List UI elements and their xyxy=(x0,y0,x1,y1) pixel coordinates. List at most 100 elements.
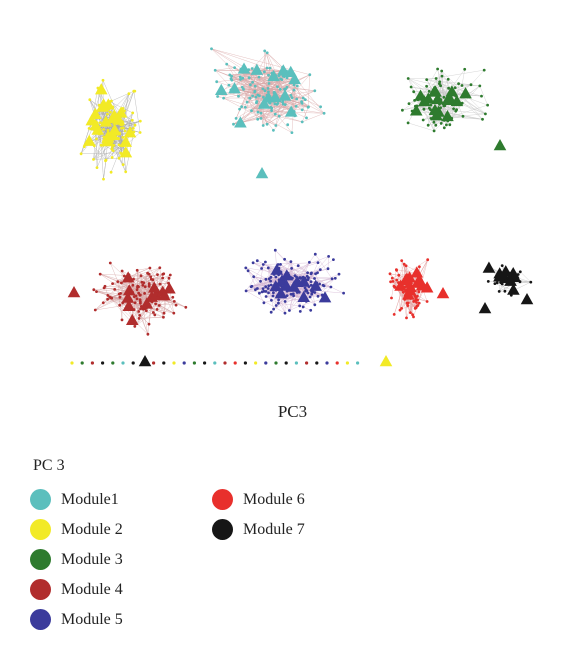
network-node xyxy=(518,270,522,274)
network-node xyxy=(406,121,410,125)
network-node xyxy=(274,304,278,307)
network-node xyxy=(447,86,450,90)
network-node xyxy=(486,280,490,283)
network-node xyxy=(469,83,473,87)
network-node xyxy=(171,295,175,299)
network-node xyxy=(308,73,312,77)
network-node xyxy=(149,275,153,279)
network-node xyxy=(332,258,335,261)
hub-node-triangle xyxy=(108,109,121,121)
network-node xyxy=(248,96,252,100)
hub-node-triangle xyxy=(404,280,417,293)
network-node xyxy=(292,294,295,298)
network-node xyxy=(412,300,416,303)
network-node xyxy=(258,291,261,295)
network-node xyxy=(300,120,304,124)
network-node xyxy=(440,69,444,73)
network-node xyxy=(309,272,313,276)
network-node xyxy=(264,277,268,281)
network-node xyxy=(254,288,257,292)
network-node xyxy=(279,77,282,81)
network-node xyxy=(162,311,166,315)
network-node xyxy=(152,311,155,314)
network-node xyxy=(215,80,219,84)
singleton-node xyxy=(152,361,156,365)
hub-node-triangle xyxy=(255,167,269,179)
network-node xyxy=(267,73,270,77)
network-node xyxy=(233,66,237,69)
network-node xyxy=(106,112,109,116)
hub-node-triangle xyxy=(89,119,103,131)
network-node xyxy=(153,313,157,317)
network-node xyxy=(151,278,155,282)
module-4-swatch xyxy=(30,579,51,600)
network-node xyxy=(453,86,457,90)
network-node xyxy=(417,290,421,294)
network-node xyxy=(143,285,147,289)
network-node xyxy=(132,89,136,93)
network-node xyxy=(98,272,102,276)
network-node xyxy=(267,291,270,295)
network-node xyxy=(303,98,307,101)
hub-node-triangle xyxy=(445,85,459,97)
legend-item-module-3: Module 3 xyxy=(30,548,123,571)
network-node xyxy=(145,309,148,313)
network-hub-nodes xyxy=(67,62,534,367)
network-node xyxy=(267,82,271,85)
network-node xyxy=(95,137,98,141)
legend-label: Module 5 xyxy=(61,610,123,628)
singleton-node xyxy=(90,361,94,365)
network-node xyxy=(409,311,412,314)
network-node xyxy=(440,74,444,78)
network-node xyxy=(249,83,252,87)
network-node xyxy=(267,284,271,288)
network-node xyxy=(434,123,438,127)
hub-node-triangle xyxy=(274,287,288,299)
legend-column-1: Module1 Module 2 Module 3 Module 4 Modul… xyxy=(30,488,123,631)
network-node xyxy=(390,296,393,300)
network-node xyxy=(272,307,275,311)
network-node xyxy=(265,122,269,126)
module-3-swatch xyxy=(30,549,51,570)
network-node xyxy=(427,89,431,93)
network-node xyxy=(329,285,333,289)
network-node xyxy=(404,264,408,268)
network-node xyxy=(237,94,240,98)
network-node xyxy=(421,118,425,122)
hub-node-triangle xyxy=(147,281,161,293)
network-node xyxy=(95,290,98,293)
network-node xyxy=(264,285,268,289)
network-node xyxy=(155,308,159,311)
hub-node-triangle xyxy=(97,98,110,110)
network-node xyxy=(405,316,408,320)
network-node xyxy=(299,276,302,280)
network-node xyxy=(486,103,489,107)
hub-node-triangle xyxy=(287,280,301,292)
singleton-node xyxy=(213,361,217,365)
singleton-node xyxy=(101,361,105,365)
network-node xyxy=(265,66,269,70)
network-node xyxy=(316,294,320,298)
network-node xyxy=(425,84,428,88)
network-node xyxy=(306,271,309,275)
singleton-node xyxy=(182,361,186,365)
network-node xyxy=(158,266,162,270)
network-node xyxy=(278,87,282,91)
network-node xyxy=(463,67,467,71)
network-node xyxy=(322,111,326,115)
network-node xyxy=(298,304,302,308)
hub-node-triangle xyxy=(267,69,280,82)
network-node xyxy=(388,272,392,276)
network-node xyxy=(110,146,114,149)
singleton-node xyxy=(192,361,196,365)
network-node xyxy=(290,131,294,135)
network-node xyxy=(411,313,414,317)
network-node xyxy=(147,322,151,326)
network-node xyxy=(495,281,499,285)
hub-node-triangle xyxy=(250,63,264,75)
legend-item-module-7: Module 7 xyxy=(212,518,305,541)
network-node xyxy=(279,263,282,266)
network-node xyxy=(261,263,265,266)
singleton-node xyxy=(111,361,115,365)
legend-item-module-6: Module 6 xyxy=(212,488,305,511)
